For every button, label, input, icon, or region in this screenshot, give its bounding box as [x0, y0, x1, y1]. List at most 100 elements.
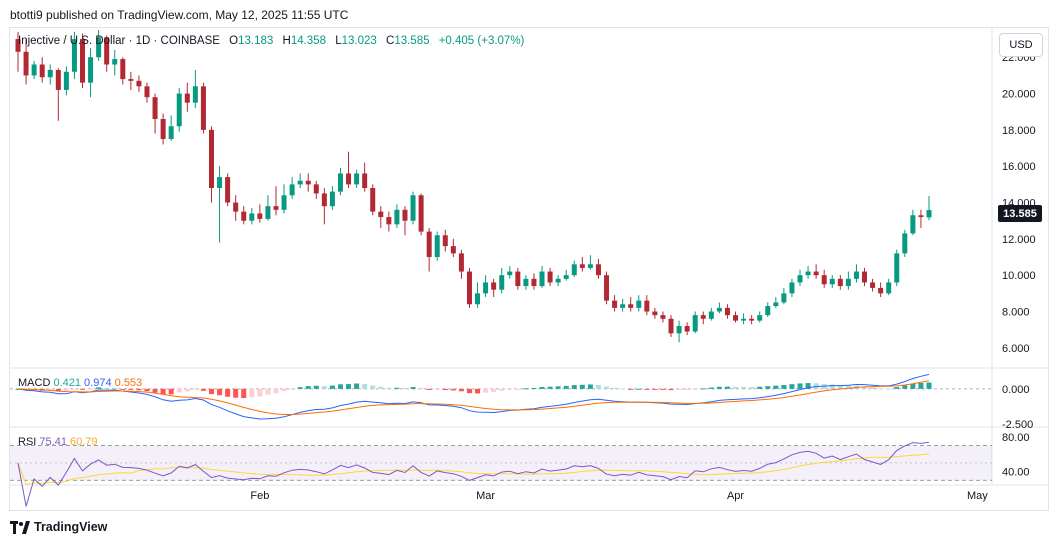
macd-histogram-bar	[434, 388, 440, 390]
currency-selector[interactable]: USD	[999, 33, 1043, 57]
candle-body	[676, 326, 682, 334]
chart-frame[interactable]	[9, 27, 1049, 511]
symbol-title[interactable]: Injective / U.S. Dollar · 1D · COINBASE	[18, 35, 220, 47]
candle-body	[160, 118, 166, 139]
macd-histogram-bar	[878, 388, 884, 390]
macd-histogram-bar	[636, 388, 642, 390]
candle-body	[136, 80, 142, 87]
low-label: L	[335, 35, 342, 47]
candle-body	[386, 217, 392, 225]
macd-histogram-bar	[346, 384, 352, 389]
macd-histogram-bar	[337, 384, 343, 389]
macd-histogram-bar	[692, 388, 698, 390]
candle-body	[475, 293, 481, 305]
candle-body	[604, 275, 610, 301]
tradingview-logo-icon	[10, 520, 30, 534]
candle-body	[346, 173, 352, 185]
macd-signal-value: 0.553	[114, 377, 143, 389]
candle-body	[644, 300, 650, 312]
footer-brand[interactable]: TradingView	[10, 520, 107, 534]
macd-histogram-bar	[152, 388, 158, 393]
price-axis-tick: 16.000	[1002, 161, 1036, 173]
candle-body	[870, 282, 876, 288]
macd-histogram-bar	[378, 386, 384, 389]
macd-hist-value: 0.421	[53, 377, 81, 389]
candle-body	[15, 39, 21, 52]
macd-histogram-bar	[88, 388, 94, 390]
candle-body	[313, 184, 319, 194]
candle-body	[837, 278, 843, 287]
candle-body	[757, 315, 763, 321]
candle-body	[394, 209, 400, 225]
macd-legend[interactable]: MACD 0.421 0.974 0.553	[18, 377, 142, 389]
candle-body	[370, 188, 376, 212]
macd-histogram-bar	[362, 383, 368, 389]
candle-body	[805, 271, 811, 276]
candle-body	[434, 235, 440, 258]
candle-body	[878, 287, 884, 294]
candle-body	[402, 209, 408, 221]
macd-histogram-bar	[370, 385, 376, 389]
candle-body	[257, 213, 263, 219]
candle-body	[321, 193, 327, 207]
candle-body	[71, 39, 77, 72]
candle-body	[39, 64, 45, 78]
candle-body	[886, 282, 892, 294]
candle-body	[547, 271, 553, 283]
macd-histogram-bar	[386, 387, 392, 389]
candle-body	[23, 51, 29, 76]
price-axis-tick: 12.000	[1002, 234, 1036, 246]
macd-axis-tick: 0.000	[1002, 384, 1030, 396]
change-value: +0.405 (+3.07%)	[438, 35, 525, 47]
rsi-value: 75.41	[39, 436, 67, 448]
macd-histogram-bar	[491, 388, 497, 393]
candle-body	[47, 69, 53, 78]
macd-histogram-bar	[426, 388, 432, 390]
candle-body	[563, 275, 569, 279]
rsi-ma-value: 60.79	[70, 436, 98, 448]
close-label: C	[386, 35, 395, 47]
candle-body	[354, 173, 360, 185]
macd-histogram-bar	[192, 388, 198, 390]
macd-histogram-bar	[700, 388, 706, 390]
macd-histogram-bar	[749, 386, 755, 389]
publisher-line: btotti9 published on TradingView.com, Ma…	[10, 8, 349, 22]
macd-histogram-bar	[910, 383, 916, 389]
macd-histogram-bar	[450, 388, 456, 391]
high-value: 14.358	[290, 35, 326, 47]
macd-histogram-bar	[587, 384, 593, 389]
macd-histogram-bar	[595, 384, 601, 389]
candle-body	[741, 318, 747, 321]
macd-histogram-bar	[410, 387, 416, 389]
macd-histogram-bar	[894, 387, 900, 389]
macd-histogram-bar	[902, 385, 908, 389]
candle-body	[902, 233, 908, 254]
rsi-axis-tick: 80.00	[1002, 432, 1030, 444]
macd-histogram-bar	[120, 388, 126, 390]
candle-body	[668, 318, 674, 334]
macd-histogram-bar	[829, 384, 835, 389]
high-label: H	[282, 35, 291, 47]
macd-histogram-bar	[321, 386, 327, 389]
macd-histogram-bar	[442, 388, 448, 391]
macd-histogram-bar	[483, 388, 489, 393]
price-axis-tick: 18.000	[1002, 125, 1036, 137]
macd-line-value: 0.974	[84, 377, 112, 389]
macd-histogram-bar	[354, 383, 360, 389]
candle-body	[845, 278, 851, 287]
candle-body	[829, 278, 835, 285]
candle-body	[184, 93, 190, 103]
macd-histogram-bar	[660, 388, 666, 390]
rsi-name: RSI	[18, 436, 37, 448]
candle-body	[442, 235, 448, 247]
macd-histogram-bar	[620, 388, 626, 390]
candle-body	[821, 275, 827, 285]
price-axis-tick: 8.000	[1002, 307, 1030, 319]
candle-body	[491, 282, 497, 290]
macd-histogram-bar	[329, 385, 335, 389]
macd-histogram-bar	[217, 388, 223, 396]
macd-histogram-bar	[402, 388, 408, 390]
price-axis-tick: 22.000	[1002, 52, 1036, 64]
rsi-legend[interactable]: RSI 75.41 60.79	[18, 436, 98, 448]
